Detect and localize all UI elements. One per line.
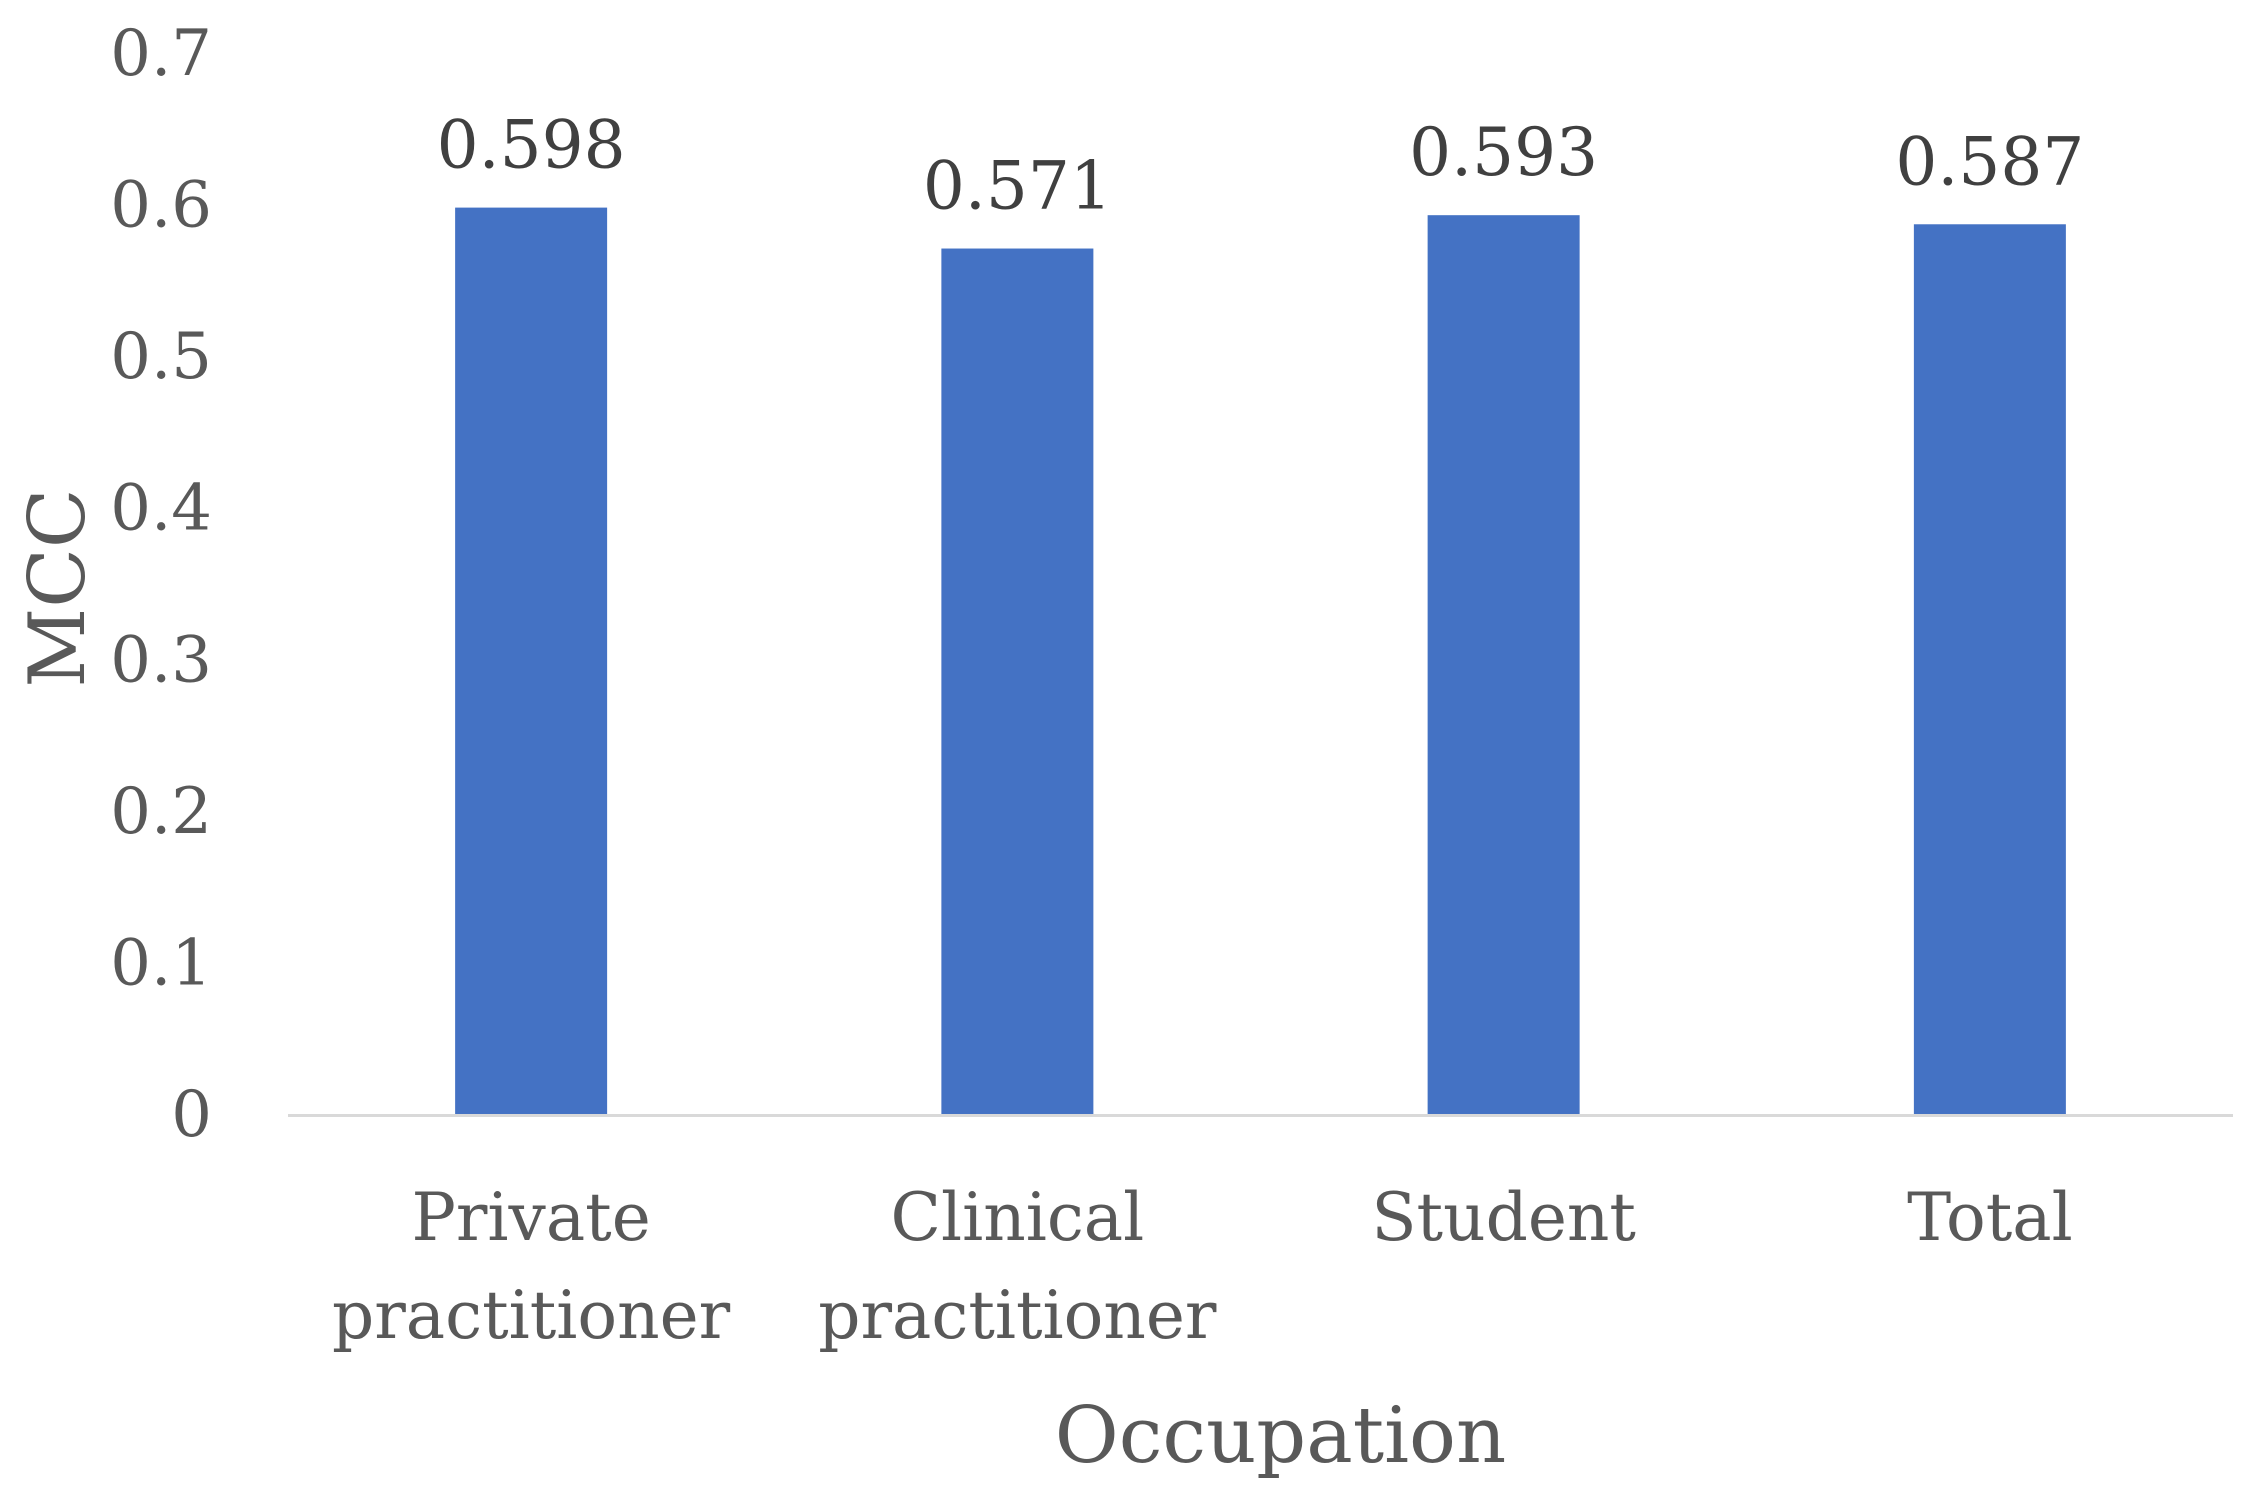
y-tick-label: 0.4 xyxy=(110,472,212,546)
y-tick-label: 0.7 xyxy=(110,17,212,91)
data-labels: 0.598 0.571 0.593 0.587 xyxy=(437,107,2085,225)
bar-value-label: 0.587 xyxy=(1895,123,2084,200)
y-tick-label: 0 xyxy=(171,1078,212,1152)
bar xyxy=(1913,224,2066,1115)
x-tick-label: practitioner xyxy=(818,1277,1217,1354)
x-tick-label: Private xyxy=(411,1179,650,1256)
bar-value-label: 0.571 xyxy=(923,148,1112,225)
y-tick-label: 0.1 xyxy=(110,926,212,1000)
x-tick-label: practitioner xyxy=(332,1277,731,1354)
y-axis-ticks: 0 0.1 0.2 0.3 0.4 0.5 0.6 0.7 xyxy=(110,17,212,1152)
bar-value-label: 0.593 xyxy=(1409,114,1598,191)
x-axis-tick-labels: Private practitioner Clinical practitioner S… xyxy=(332,1179,2073,1354)
y-tick-label: 0.5 xyxy=(110,320,212,394)
y-tick-label: 0.6 xyxy=(110,169,212,243)
y-axis-title: MCC xyxy=(13,488,103,687)
bars xyxy=(455,207,2066,1115)
x-tick-label: Student xyxy=(1371,1179,1636,1256)
x-tick-label: Total xyxy=(1907,1179,2073,1256)
bar-value-label: 0.598 xyxy=(437,107,626,184)
x-tick-label: Clinical xyxy=(890,1179,1144,1256)
y-tick-label: 0.3 xyxy=(110,623,212,697)
bar xyxy=(455,207,608,1115)
x-axis-title: Occupation xyxy=(1055,1391,1506,1481)
y-tick-label: 0.2 xyxy=(110,775,212,849)
bar xyxy=(941,248,1094,1114)
bar xyxy=(1427,215,1580,1115)
